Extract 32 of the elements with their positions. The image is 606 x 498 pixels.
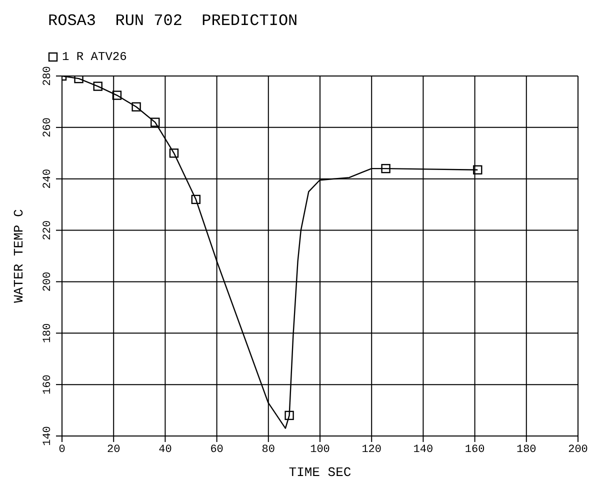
legend-label: 1 R ATV26	[61, 50, 127, 64]
y-tick-label: 260	[42, 118, 54, 138]
point	[93, 82, 102, 91]
point	[169, 148, 179, 158]
y-axis-title: WATER TEMP C	[12, 209, 27, 303]
x-tick-label: 160	[464, 444, 485, 456]
chart-title: ROSA3 RUN 702 PREDICTION	[48, 12, 298, 30]
point	[191, 194, 200, 204]
y-tick-label: 240	[42, 168, 54, 189]
point	[74, 76, 84, 84]
x-tick-label: 140	[413, 444, 434, 456]
point	[112, 90, 122, 100]
x-tick-label: 120	[362, 444, 382, 456]
point	[150, 118, 160, 127]
x-tick-label: 100	[310, 444, 330, 456]
x-tick-label: 40	[158, 444, 172, 456]
x-tick-label: 200	[568, 444, 588, 456]
y-tick-label: 280	[42, 66, 54, 86]
point	[473, 165, 482, 174]
y-tick-label: 180	[42, 323, 54, 344]
x-tick-label: 180	[516, 444, 536, 456]
x-axis-title: TIME SEC	[288, 465, 352, 480]
x-tick-label: 60	[210, 444, 224, 456]
point	[381, 164, 390, 174]
y-tick-label: 220	[42, 220, 54, 240]
x-tick-label: 0	[58, 444, 66, 456]
point	[132, 102, 141, 112]
x-tick-label: 20	[107, 444, 120, 456]
y-tick-label: 160	[42, 374, 54, 394]
y-tick-label: 200	[42, 272, 54, 292]
x-tick-label: 80	[262, 444, 275, 456]
point	[284, 410, 294, 420]
